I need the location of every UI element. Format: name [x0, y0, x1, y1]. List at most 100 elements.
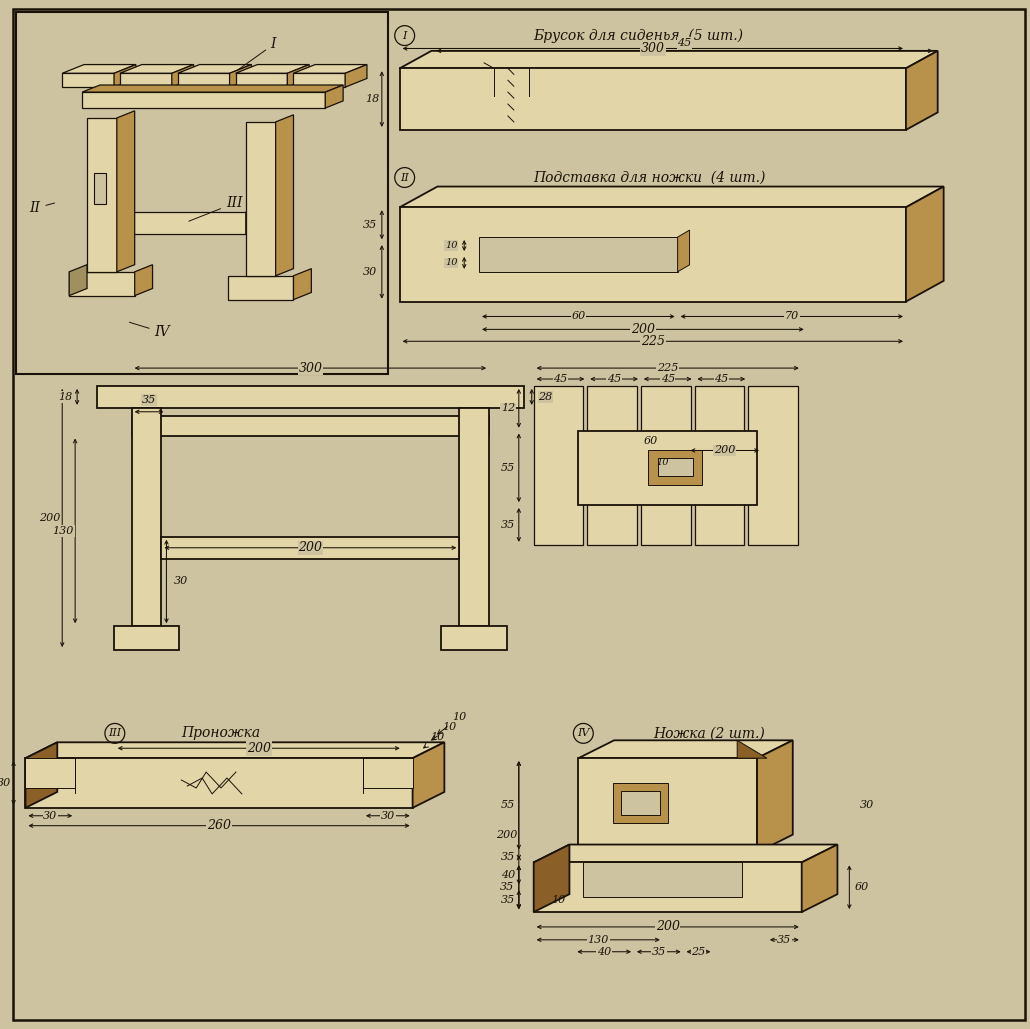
Text: 40: 40 — [597, 947, 611, 957]
Bar — [583, 862, 743, 897]
Text: 30: 30 — [174, 576, 188, 587]
Bar — [400, 207, 906, 301]
Text: 10: 10 — [656, 458, 670, 467]
Polygon shape — [906, 50, 937, 130]
Polygon shape — [114, 65, 136, 87]
Polygon shape — [69, 264, 88, 295]
Bar — [641, 386, 690, 544]
Bar — [613, 783, 667, 823]
Text: 45: 45 — [553, 374, 568, 384]
Text: 55: 55 — [501, 463, 515, 473]
Bar — [579, 430, 757, 505]
Text: 300: 300 — [299, 361, 322, 375]
Polygon shape — [294, 65, 367, 73]
Text: 70: 70 — [785, 312, 799, 321]
Polygon shape — [230, 65, 251, 87]
Text: 10: 10 — [445, 258, 457, 268]
Polygon shape — [26, 742, 58, 808]
Text: 30: 30 — [0, 778, 10, 788]
Polygon shape — [236, 65, 309, 73]
Text: 45: 45 — [714, 374, 728, 384]
Text: 45: 45 — [607, 374, 621, 384]
Text: 35: 35 — [500, 882, 514, 892]
Text: 35: 35 — [501, 520, 515, 530]
Bar — [88, 118, 116, 272]
Bar — [119, 73, 172, 87]
Text: Брусок для сиденья  (5 шт.): Брусок для сиденья (5 шт.) — [534, 29, 744, 43]
Text: 200: 200 — [631, 323, 655, 335]
Text: 35: 35 — [652, 947, 666, 957]
Text: 35: 35 — [363, 220, 377, 229]
Text: 35: 35 — [778, 934, 791, 945]
Polygon shape — [325, 85, 343, 108]
Text: 10: 10 — [438, 712, 467, 734]
Polygon shape — [82, 85, 343, 93]
Text: III: III — [188, 197, 242, 221]
Text: 35: 35 — [501, 852, 515, 862]
Text: 130: 130 — [53, 526, 74, 536]
Bar — [442, 627, 507, 650]
Text: 200: 200 — [299, 541, 322, 555]
Bar — [579, 758, 757, 852]
Text: 30: 30 — [381, 811, 394, 821]
Bar — [246, 121, 276, 276]
Polygon shape — [119, 65, 194, 73]
Bar — [97, 386, 524, 407]
Polygon shape — [400, 50, 937, 68]
Text: 200: 200 — [39, 513, 60, 523]
Text: II: II — [401, 173, 409, 182]
Text: IV: IV — [577, 729, 589, 739]
Bar — [69, 272, 135, 295]
Text: Подставка для ножки  (4 шт.): Подставка для ножки (4 шт.) — [534, 171, 766, 184]
Text: 10: 10 — [432, 722, 456, 740]
Text: 45: 45 — [660, 374, 675, 384]
Text: 18: 18 — [58, 392, 72, 402]
Text: 25: 25 — [691, 947, 706, 957]
Polygon shape — [737, 740, 767, 758]
Bar — [94, 173, 106, 205]
Polygon shape — [62, 65, 136, 73]
Polygon shape — [413, 742, 444, 808]
Text: 225: 225 — [641, 334, 664, 348]
Text: 45: 45 — [678, 38, 692, 48]
Bar — [648, 451, 702, 486]
Bar — [178, 73, 230, 87]
Text: 30: 30 — [860, 800, 874, 810]
Bar — [621, 791, 660, 815]
Polygon shape — [534, 845, 837, 862]
Text: 200: 200 — [247, 742, 271, 754]
Text: 60: 60 — [644, 435, 658, 446]
Polygon shape — [135, 264, 152, 295]
Bar — [82, 93, 325, 108]
Text: 10: 10 — [423, 733, 445, 748]
Polygon shape — [172, 65, 194, 87]
Text: 200: 200 — [656, 920, 680, 933]
Text: Проножка: Проножка — [181, 726, 261, 741]
Text: 30: 30 — [43, 811, 58, 821]
Bar — [132, 416, 489, 435]
Bar — [479, 237, 678, 272]
Bar — [132, 407, 162, 627]
Text: 130: 130 — [587, 934, 609, 945]
Bar — [534, 386, 583, 544]
Polygon shape — [757, 740, 793, 852]
Bar — [162, 537, 459, 559]
Text: 60: 60 — [572, 312, 585, 321]
Text: 200: 200 — [496, 830, 518, 840]
Text: 300: 300 — [641, 42, 664, 55]
Text: 200: 200 — [714, 446, 735, 456]
Text: 35: 35 — [501, 894, 515, 904]
Text: 55: 55 — [501, 801, 515, 810]
Text: 225: 225 — [657, 363, 679, 374]
Text: III: III — [108, 729, 122, 739]
Bar — [116, 212, 246, 234]
Polygon shape — [116, 111, 135, 272]
Text: I: I — [238, 37, 276, 70]
Text: 10: 10 — [551, 895, 565, 906]
Bar — [748, 386, 797, 544]
Bar — [114, 627, 179, 650]
Text: 30: 30 — [363, 267, 377, 277]
Polygon shape — [801, 845, 837, 912]
Bar — [294, 73, 345, 87]
Polygon shape — [276, 115, 294, 276]
